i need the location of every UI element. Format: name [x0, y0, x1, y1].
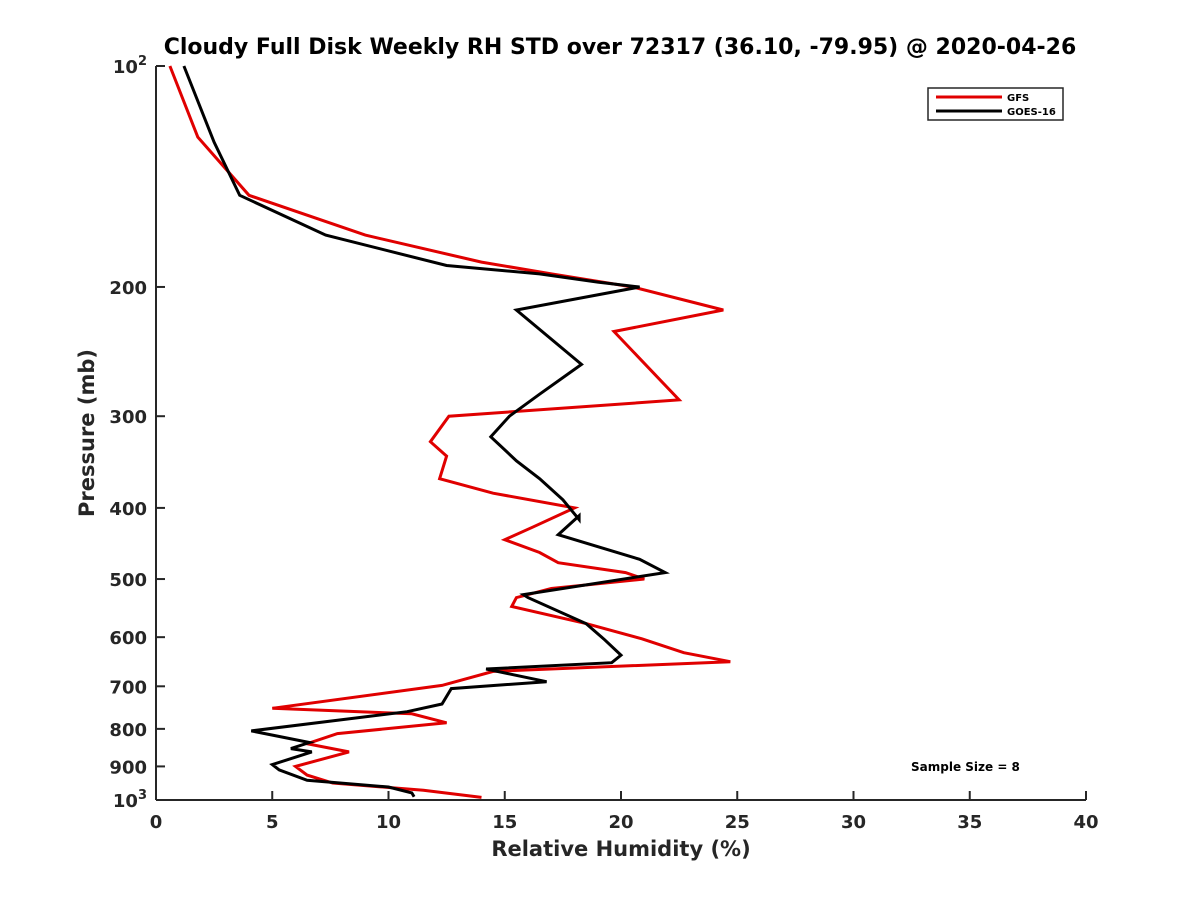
- x-ticks: 0 5 10 15 20 25 30 35 40: [150, 791, 1099, 833]
- y-tick-label: 103: [113, 788, 147, 812]
- legend-label-goes16: GOES-16: [1007, 107, 1056, 118]
- y-ticks: 102 200 300 400 500 600 700 800 900 103: [109, 54, 165, 812]
- y-tick-label: 300: [109, 407, 147, 428]
- y-tick-label: 600: [109, 628, 147, 649]
- y-tick-label: 700: [109, 677, 147, 698]
- y-tick-label: 200: [109, 278, 147, 299]
- x-tick-label: 35: [957, 812, 982, 833]
- x-tick-label: 5: [266, 812, 279, 833]
- chart-title: Cloudy Full Disk Weekly RH STD over 7231…: [164, 35, 1077, 60]
- y-tick-label: 800: [109, 720, 147, 741]
- x-tick-label: 20: [608, 812, 633, 833]
- x-tick-label: 10: [376, 812, 401, 833]
- sample-size-annotation: Sample Size = 8: [911, 760, 1020, 774]
- legend: GFS GOES-16: [927, 87, 1064, 121]
- y-tick-label: 400: [109, 499, 147, 520]
- plot-area: [168, 65, 731, 799]
- x-tick-label: 15: [492, 812, 517, 833]
- axes: [155, 66, 1086, 801]
- y-axis-label: Pressure (mb): [75, 349, 99, 517]
- x-tick-label: 0: [150, 812, 163, 833]
- series-line-goes16: [182, 65, 670, 798]
- legend-label-gfs: GFS: [1007, 93, 1029, 104]
- y-tick-label: 500: [109, 570, 147, 591]
- legend-box: [927, 87, 1064, 121]
- y-tick-label: 102: [113, 54, 147, 78]
- x-tick-label: 25: [725, 812, 750, 833]
- y-tick-label: 900: [109, 757, 147, 778]
- x-tick-label: 30: [841, 812, 866, 833]
- x-tick-label: 40: [1073, 812, 1098, 833]
- x-axis-label: Relative Humidity (%): [491, 837, 750, 861]
